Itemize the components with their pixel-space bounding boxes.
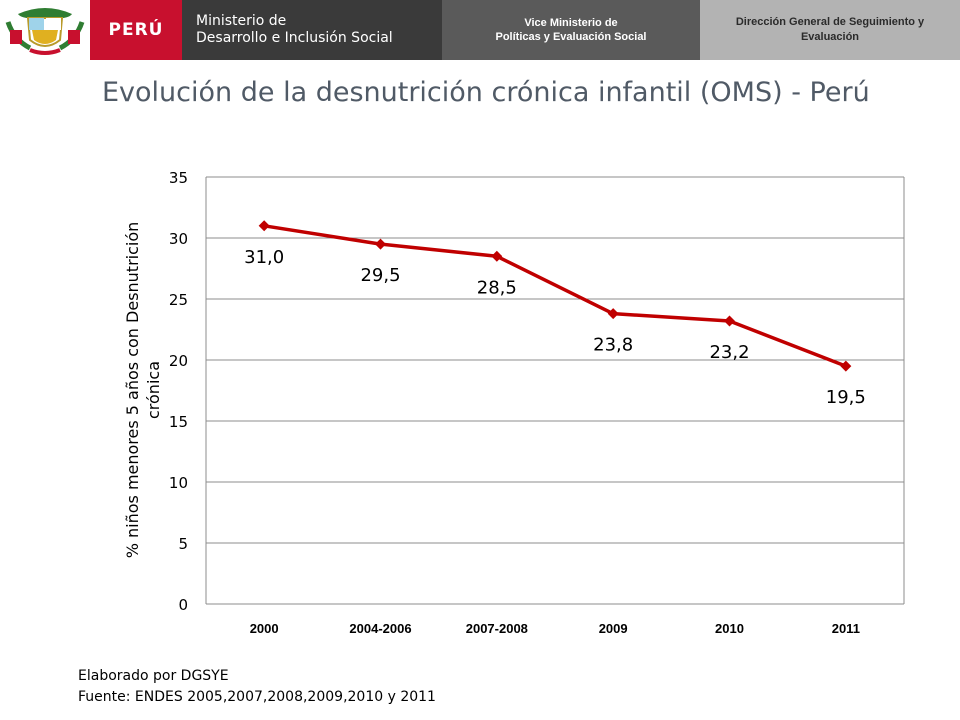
data-label: 28,5 <box>477 277 517 298</box>
y-tick-label: 20 <box>169 352 188 370</box>
footer-note: Elaborado por DGSYE Fuente: ENDES 2005,2… <box>78 666 436 708</box>
vice-line-2: Políticas y Evaluación Social <box>495 31 647 43</box>
data-label: 31,0 <box>244 247 284 268</box>
x-tick-label: 2000 <box>250 621 279 636</box>
footer-source: Fuente: ENDES 2005,2007,2008,2009,2010 y… <box>78 689 436 705</box>
slide-title: Evolución de la desnutrición crónica inf… <box>102 77 870 108</box>
data-label: 29,5 <box>360 265 400 286</box>
y-tick-label: 5 <box>178 535 188 553</box>
x-tick-label: 2007-2008 <box>466 621 528 636</box>
coat-of-arms-icon <box>0 0 90 60</box>
header-banner: PERÚ Ministerio de Desarrollo e Inclusió… <box>0 0 960 60</box>
y-axis-label: % niños menores 5 años con Desnutrición … <box>118 175 168 605</box>
y-tick-label: 15 <box>169 413 188 431</box>
y-tick-label: 30 <box>169 230 188 248</box>
country-label: PERÚ <box>90 0 182 60</box>
y-tick-label: 25 <box>169 291 188 309</box>
y-tick-label: 0 <box>178 596 188 614</box>
ministry-line-1: Ministerio de <box>196 13 287 29</box>
vice-line-1: Vice Ministerio de <box>524 17 618 29</box>
data-point <box>724 315 735 327</box>
data-point <box>375 238 386 250</box>
vice-ministry-name: Vice Ministerio de Políticas y Evaluació… <box>442 0 700 60</box>
x-tick-label: 2004-2006 <box>349 621 411 636</box>
ministry-name: Ministerio de Desarrollo e Inclusión Soc… <box>182 0 442 60</box>
data-label: 19,5 <box>826 387 866 408</box>
ministry-line-2: Desarrollo e Inclusión Social <box>196 30 393 46</box>
data-label: 23,8 <box>593 335 633 356</box>
y-axis-label-text: % niños menores 5 años con Desnutrición … <box>123 221 163 559</box>
data-point <box>840 360 852 372</box>
data-label: 23,2 <box>709 342 749 363</box>
y-tick-label: 35 <box>169 169 188 187</box>
x-tick-label: 2011 <box>832 621 860 636</box>
y-tick-label: 10 <box>169 474 188 492</box>
footer-author: Elaborado por DGSYE <box>78 668 229 684</box>
data-point <box>607 308 619 320</box>
x-tick-label: 2010 <box>715 621 744 636</box>
series-line <box>263 224 847 368</box>
data-point <box>491 250 503 262</box>
data-point <box>258 220 270 232</box>
direction-name: Dirección General de Seguimiento y Evalu… <box>700 0 960 60</box>
x-tick-label: 2009 <box>599 621 628 636</box>
